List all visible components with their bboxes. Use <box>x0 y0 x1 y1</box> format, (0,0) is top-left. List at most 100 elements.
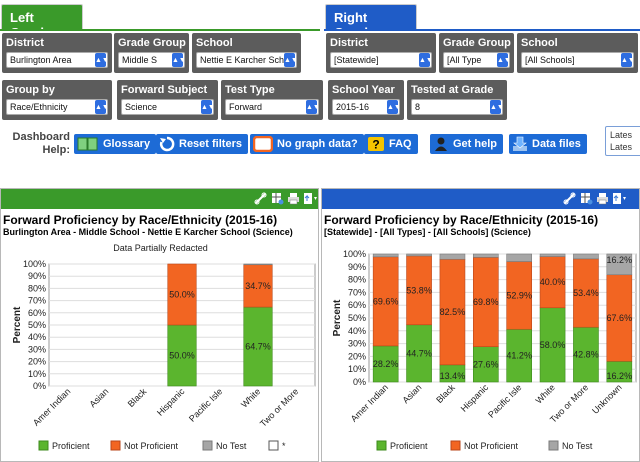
filter-label: School Year <box>332 84 395 96</box>
y-tick-label: 60% <box>348 300 366 310</box>
y-tick-label: 30% <box>348 339 366 349</box>
grade-group-select-left[interactable]: Middle S ▲▼ <box>118 52 185 68</box>
select-value: Forward <box>229 102 263 112</box>
faq-button[interactable]: ? FAQ <box>364 134 418 154</box>
x-tick-label: Hispanic <box>155 386 187 418</box>
legend-swatch <box>38 440 49 451</box>
link-icon[interactable] <box>563 192 576 205</box>
data-label: 53.4% <box>573 288 599 298</box>
right-tab-underline <box>324 29 640 31</box>
test-type-select[interactable]: Forward ▲▼ <box>225 99 319 115</box>
button-label: No graph data? <box>277 138 358 150</box>
x-tick-label: White <box>239 386 262 409</box>
y-tick-label: 90% <box>28 271 46 281</box>
help-label-line: Dashboard <box>12 131 70 143</box>
y-axis-label: Percent <box>332 299 343 336</box>
table-view-icon[interactable] <box>580 192 593 205</box>
left-panel-header <box>1 189 318 209</box>
forward-subject-select[interactable]: Science ▲▼ <box>121 99 214 115</box>
select-value: [All Type <box>447 55 482 65</box>
x-tick-label: Asian <box>87 386 110 409</box>
y-tick-label: 40% <box>28 332 46 342</box>
data-files-button[interactable]: Data files <box>509 134 587 154</box>
glossary-button[interactable]: Glossary <box>74 134 157 154</box>
help-label-line: Help: <box>42 144 71 156</box>
latest-updates-box[interactable]: Lates Lates <box>605 126 640 156</box>
button-label: Reset filters <box>179 138 242 150</box>
y-axis-label: Percent <box>12 306 23 343</box>
legend-swatch <box>450 440 461 451</box>
data-label: 34.7% <box>245 281 271 291</box>
no-graph-data-button[interactable]: No graph data? <box>250 134 364 154</box>
right-graph-tab[interactable]: Right Graph <box>325 4 417 40</box>
data-label: 42.8% <box>573 350 599 360</box>
y-tick-label: 10% <box>348 364 366 374</box>
svg-text:?: ? <box>372 138 379 152</box>
data-label: 44.7% <box>406 348 432 358</box>
school-filter-right: School [All Schools] ▲▼ <box>517 33 638 73</box>
y-tick-label: 60% <box>28 308 46 318</box>
right-graph-panel: Forward Proficiency by Race/Ethnicity (2… <box>321 188 640 462</box>
bar-segment <box>243 263 273 266</box>
dashboard-help-label: Dashboard Help: <box>4 131 70 157</box>
bar-segment <box>539 253 566 257</box>
legend-label: * <box>282 441 286 451</box>
district-select-left[interactable]: Burlington Area ▲▼ <box>6 52 108 68</box>
data-label: 13.4% <box>440 371 466 381</box>
right-chart-svg: 0% 10% 20% 30% 40% 50% 60% 70% 80% 90% 100% Percent… <box>332 249 637 451</box>
filter-label: District <box>330 37 368 49</box>
link-icon[interactable] <box>254 192 267 205</box>
x-tick-label: Amer Indian <box>349 382 390 423</box>
y-tick-label: 80% <box>28 283 46 293</box>
x-tick-label: Asian <box>400 382 423 405</box>
bar-segment <box>372 253 399 258</box>
data-label: 16.2% <box>607 371 633 381</box>
left-chart-svg: 0% 10% 20% 30% 40% 50% 60% 70% 80% 90% 100% Percent… <box>12 259 316 451</box>
filter-label: School <box>196 37 233 49</box>
legend-swatch <box>268 440 279 451</box>
forward-subject-filter: Forward Subject Science ▲▼ <box>117 80 218 120</box>
y-tick-label: 70% <box>28 296 46 306</box>
filter-label: Tested at Grade <box>411 84 494 96</box>
district-select-right[interactable]: [Statewide] ▲▼ <box>330 52 432 68</box>
bar-segment <box>472 257 499 347</box>
bar-segment <box>606 253 633 276</box>
grade-group-select-right[interactable]: [All Type ▲▼ <box>443 52 510 68</box>
data-label: 69.8% <box>473 297 499 307</box>
x-tick-label: White <box>534 382 557 405</box>
bar-segment <box>439 253 466 260</box>
export-dropdown-icon[interactable] <box>612 192 627 205</box>
bar-segment <box>506 328 533 383</box>
bar-segment <box>372 345 399 383</box>
bar-segment <box>506 253 533 262</box>
legend-label: Proficient <box>390 441 428 451</box>
bar-segment <box>573 258 599 328</box>
select-arrows-icon: ▲▼ <box>172 53 184 67</box>
y-tick-label: 30% <box>28 344 46 354</box>
school-select-right[interactable]: [All Schools] ▲▼ <box>521 52 634 68</box>
export-dropdown-icon[interactable] <box>303 192 318 205</box>
print-icon[interactable] <box>287 192 300 205</box>
reset-filters-button[interactable]: Reset filters <box>156 134 248 154</box>
school-select-left[interactable]: Nettie E Karcher Sch ▲▼ <box>196 52 297 68</box>
select-value: 8 <box>415 102 421 112</box>
left-graph-tab[interactable]: Left Graph <box>1 4 83 40</box>
book-icon <box>77 136 99 152</box>
select-arrows-icon: ▲▼ <box>306 100 318 114</box>
print-icon[interactable] <box>596 192 609 205</box>
table-view-icon[interactable] <box>271 192 284 205</box>
filter-label: Grade Group <box>118 37 186 49</box>
grade-group-filter-right: Grade Group [All Type ▲▼ <box>439 33 514 73</box>
latest-line: Lates <box>610 142 633 152</box>
latest-line: Lates <box>610 130 633 140</box>
button-label: Glossary <box>103 138 151 150</box>
bar-segment <box>439 258 466 366</box>
legend-swatch <box>202 440 213 451</box>
school-filter-left: School Nettie E Karcher Sch ▲▼ <box>192 33 301 73</box>
legend-label: Not Proficient <box>124 441 179 451</box>
tested-at-grade-select[interactable]: 8 ▲▼ <box>411 99 503 115</box>
bar-segment <box>167 324 197 387</box>
school-year-select[interactable]: 2015-16 ▲▼ <box>332 99 400 115</box>
get-help-button[interactable]: Get help <box>430 134 504 154</box>
group-by-select[interactable]: Race/Ethnicity ▲▼ <box>6 99 108 115</box>
